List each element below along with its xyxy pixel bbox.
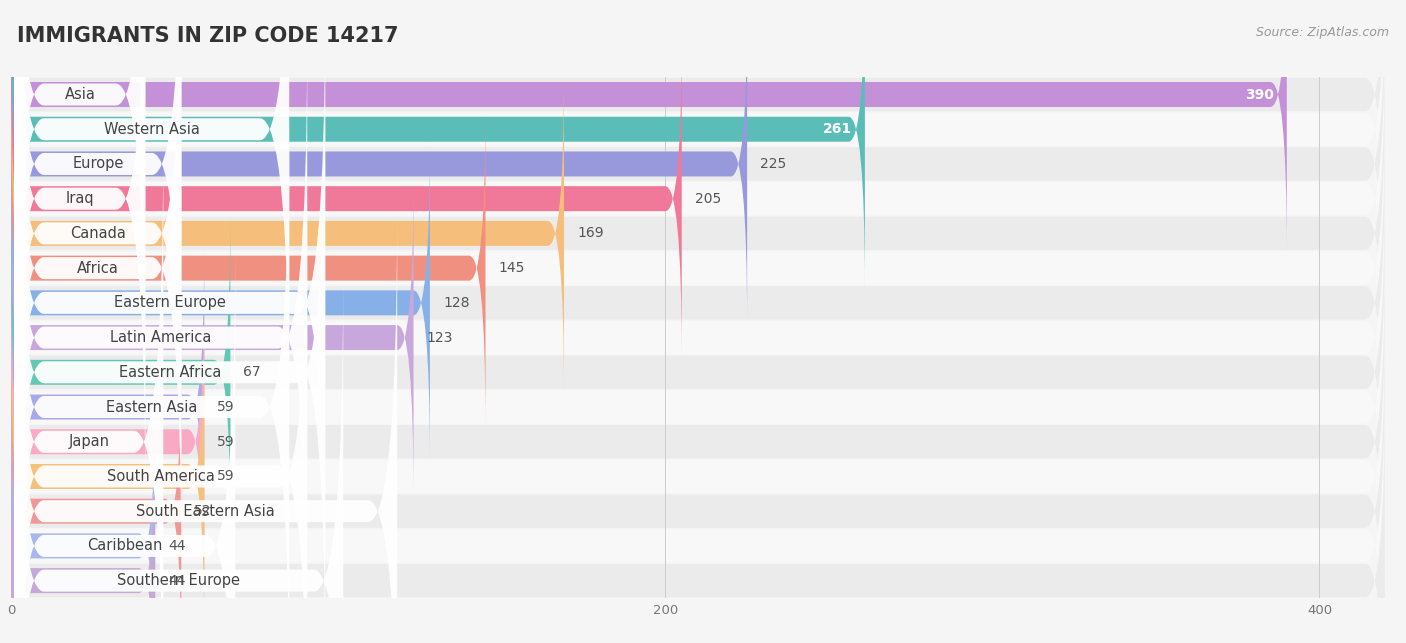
FancyBboxPatch shape — [11, 7, 1385, 390]
FancyBboxPatch shape — [14, 0, 145, 396]
FancyBboxPatch shape — [11, 176, 413, 499]
Text: 169: 169 — [576, 226, 603, 240]
Text: Canada: Canada — [70, 226, 127, 241]
FancyBboxPatch shape — [14, 0, 145, 500]
Text: 145: 145 — [499, 261, 524, 275]
Text: Caribbean: Caribbean — [87, 538, 163, 554]
FancyBboxPatch shape — [11, 389, 1385, 643]
Text: 261: 261 — [823, 122, 852, 136]
Text: Southern Europe: Southern Europe — [117, 573, 240, 588]
FancyBboxPatch shape — [14, 0, 181, 466]
FancyBboxPatch shape — [11, 315, 204, 638]
FancyBboxPatch shape — [14, 36, 308, 639]
Text: Source: ZipAtlas.com: Source: ZipAtlas.com — [1256, 26, 1389, 39]
FancyBboxPatch shape — [14, 175, 308, 643]
Text: Eastern Africa: Eastern Africa — [118, 365, 221, 380]
Text: 52: 52 — [194, 504, 212, 518]
FancyBboxPatch shape — [11, 107, 485, 430]
Text: Latin America: Latin America — [110, 330, 211, 345]
FancyBboxPatch shape — [11, 211, 231, 534]
FancyBboxPatch shape — [14, 210, 396, 643]
FancyBboxPatch shape — [11, 181, 1385, 564]
Text: 59: 59 — [218, 469, 235, 484]
Text: South Eastern Asia: South Eastern Asia — [136, 503, 276, 519]
FancyBboxPatch shape — [11, 280, 204, 603]
Text: 59: 59 — [218, 400, 235, 414]
FancyBboxPatch shape — [11, 350, 181, 643]
Text: 128: 128 — [443, 296, 470, 310]
FancyBboxPatch shape — [14, 0, 181, 535]
FancyBboxPatch shape — [11, 3, 747, 325]
Text: South America: South America — [107, 469, 215, 484]
FancyBboxPatch shape — [11, 146, 1385, 529]
Text: 123: 123 — [426, 331, 453, 345]
FancyBboxPatch shape — [11, 215, 1385, 599]
Text: 390: 390 — [1244, 87, 1274, 102]
Text: IMMIGRANTS IN ZIP CODE 14217: IMMIGRANTS IN ZIP CODE 14217 — [17, 26, 398, 46]
FancyBboxPatch shape — [11, 111, 1385, 494]
FancyBboxPatch shape — [11, 285, 1385, 643]
Text: 225: 225 — [761, 157, 786, 171]
FancyBboxPatch shape — [11, 419, 155, 643]
Text: Eastern Asia: Eastern Asia — [107, 399, 198, 415]
FancyBboxPatch shape — [14, 279, 343, 643]
FancyBboxPatch shape — [11, 385, 155, 643]
FancyBboxPatch shape — [11, 42, 1385, 425]
FancyBboxPatch shape — [14, 140, 163, 643]
Text: Western Asia: Western Asia — [104, 122, 200, 137]
Text: Iraq: Iraq — [66, 191, 94, 206]
Text: 44: 44 — [169, 574, 186, 588]
FancyBboxPatch shape — [14, 1, 325, 604]
FancyBboxPatch shape — [11, 77, 1385, 460]
Text: Europe: Europe — [72, 156, 124, 172]
FancyBboxPatch shape — [11, 354, 1385, 643]
FancyBboxPatch shape — [11, 141, 430, 464]
FancyBboxPatch shape — [11, 0, 1385, 321]
FancyBboxPatch shape — [11, 37, 682, 360]
FancyBboxPatch shape — [14, 71, 325, 643]
FancyBboxPatch shape — [11, 0, 865, 291]
FancyBboxPatch shape — [11, 0, 1385, 356]
Text: Asia: Asia — [65, 87, 96, 102]
FancyBboxPatch shape — [14, 105, 290, 643]
FancyBboxPatch shape — [11, 246, 204, 568]
FancyBboxPatch shape — [14, 244, 235, 643]
FancyBboxPatch shape — [11, 320, 1385, 643]
Text: 44: 44 — [169, 539, 186, 553]
Text: Eastern Europe: Eastern Europe — [114, 295, 226, 311]
Text: 205: 205 — [695, 192, 721, 206]
Text: 59: 59 — [218, 435, 235, 449]
FancyBboxPatch shape — [11, 0, 1286, 256]
FancyBboxPatch shape — [11, 72, 564, 395]
Text: Africa: Africa — [77, 260, 120, 276]
Text: Japan: Japan — [69, 434, 110, 449]
FancyBboxPatch shape — [11, 0, 1385, 286]
FancyBboxPatch shape — [11, 250, 1385, 633]
Text: 67: 67 — [243, 365, 262, 379]
FancyBboxPatch shape — [14, 0, 290, 431]
FancyBboxPatch shape — [14, 0, 181, 570]
